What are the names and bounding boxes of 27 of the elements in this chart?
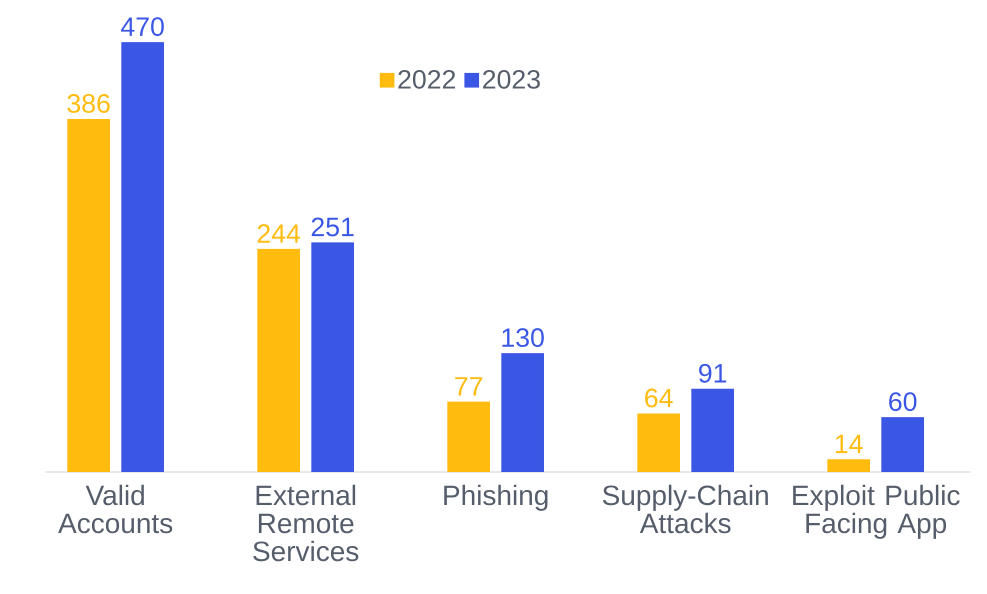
bar [257,248,300,472]
bar [311,242,354,472]
bar [121,42,164,472]
x-tick-label: Phishing [444,484,548,511]
data-label: 91 [699,364,726,383]
bar [501,353,544,472]
data-label: 64 [645,388,673,408]
bar [447,402,490,472]
bar [67,118,110,472]
data-label: 14 [836,434,863,454]
x-tick-label: Exploit Public Facing App [793,484,960,539]
data-label: 470 [121,17,164,36]
legend-label: 2022 [398,70,456,89]
bar [691,388,734,472]
data-label: 251 [312,218,354,236]
data-label: 130 [502,328,544,348]
x-tick-label: Valid Accounts [58,484,172,534]
bar [827,459,870,472]
bar [881,417,924,472]
bar [637,413,680,472]
data-label: 386 [67,94,110,113]
data-label: 77 [455,377,482,396]
data-label: 244 [258,224,300,243]
x-tick-label: Supply-Chain Attacks [602,484,768,534]
legend-label: 2023 [483,70,540,89]
x-tick-label: External Remote Services [253,484,358,562]
data-label: 60 [889,392,916,412]
